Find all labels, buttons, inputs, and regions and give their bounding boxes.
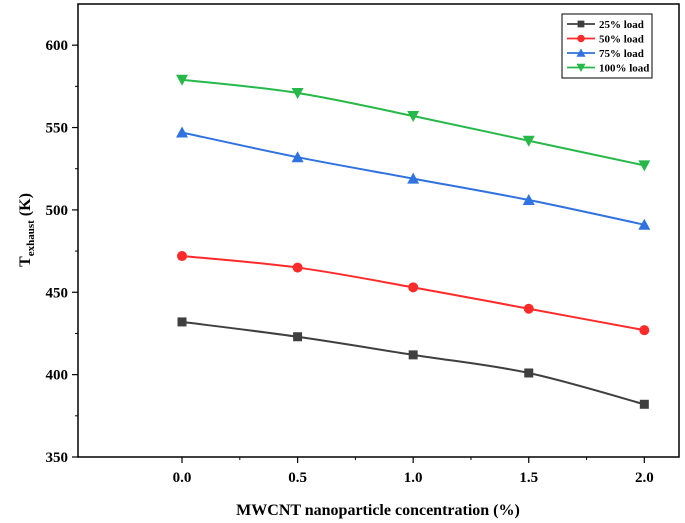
data-point bbox=[638, 160, 651, 172]
data-point bbox=[523, 303, 534, 314]
y-axis-title: Texhaust (K) bbox=[17, 193, 37, 267]
y-axis-ticks: 350 400 450 500 550 600 bbox=[46, 38, 78, 466]
legend-label: 100% load bbox=[599, 63, 649, 75]
data-point bbox=[407, 172, 420, 184]
plot-frame bbox=[77, 3, 680, 458]
series-100-load bbox=[176, 74, 651, 172]
data-point bbox=[291, 151, 304, 163]
series-line bbox=[181, 320, 645, 406]
legend-swatch-marker bbox=[577, 34, 585, 43]
legend-entry: 100% load bbox=[567, 63, 649, 75]
y-tick-label: 600 bbox=[46, 38, 69, 54]
y-tick-label: 400 bbox=[46, 368, 69, 384]
legend-label: 75% load bbox=[599, 48, 644, 60]
data-point bbox=[408, 350, 418, 360]
x-tick-label: 2.0 bbox=[635, 470, 654, 486]
data-point bbox=[524, 368, 534, 378]
y-tick-label: 500 bbox=[46, 203, 69, 219]
legend-entry: 75% load bbox=[567, 48, 644, 60]
x-axis-title: MWCNT nanoparticle concentration (%) bbox=[236, 502, 520, 519]
y-axis-title-subscript: exhaust bbox=[25, 220, 37, 256]
data-point bbox=[407, 111, 420, 123]
data-point bbox=[638, 218, 651, 230]
series-line bbox=[181, 255, 645, 332]
series-layer bbox=[176, 74, 651, 409]
data-point bbox=[176, 74, 189, 86]
data-point bbox=[292, 262, 303, 273]
data-point bbox=[522, 194, 535, 206]
data-point bbox=[522, 135, 535, 147]
legend-entry: 25% load bbox=[567, 19, 644, 31]
data-point bbox=[291, 87, 304, 99]
x-tick-label: 1.5 bbox=[519, 470, 538, 486]
legend-swatch-marker bbox=[577, 20, 585, 28]
series-line bbox=[181, 78, 645, 167]
legend-label: 25% load bbox=[599, 19, 644, 31]
data-point bbox=[177, 317, 187, 327]
series-25-load bbox=[177, 317, 649, 409]
y-tick-label: 550 bbox=[46, 121, 69, 137]
data-point bbox=[639, 325, 650, 336]
x-tick-label: 1.0 bbox=[404, 470, 423, 486]
data-point bbox=[293, 332, 303, 342]
y-tick-label: 350 bbox=[46, 450, 69, 466]
data-point bbox=[639, 399, 649, 409]
y-axis-title-main: T bbox=[17, 256, 34, 267]
series-50-load bbox=[177, 251, 650, 336]
x-tick-label: 0.5 bbox=[288, 470, 307, 486]
x-tick-label: 0.0 bbox=[173, 470, 192, 486]
legend-swatch-marker bbox=[576, 63, 586, 72]
series-75-load bbox=[176, 126, 651, 230]
data-point bbox=[176, 126, 189, 138]
legend-swatch-marker bbox=[576, 48, 586, 57]
y-axis-title-suffix: (K) bbox=[17, 193, 34, 220]
legend-label: 50% load bbox=[599, 34, 644, 46]
x-axis-ticks: 0.0 0.5 1.0 1.5 2.0 bbox=[173, 457, 654, 486]
data-point bbox=[408, 282, 419, 293]
legend: 25% load 50% load 75% load 100% load bbox=[561, 13, 653, 79]
y-tick-label: 450 bbox=[46, 285, 69, 301]
legend-entry: 50% load bbox=[567, 34, 644, 46]
data-point bbox=[177, 251, 188, 262]
